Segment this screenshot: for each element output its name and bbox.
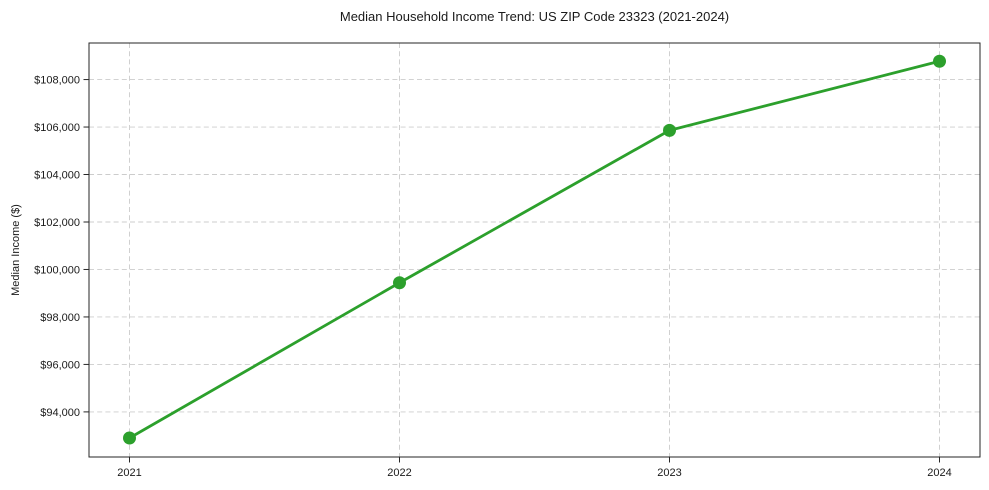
y-tick-label: $100,000 <box>34 264 80 276</box>
y-tick-label: $106,000 <box>34 122 80 134</box>
y-tick-label: $96,000 <box>40 359 80 371</box>
y-tick-label: $104,000 <box>34 170 80 182</box>
x-tick-label: 2021 <box>117 467 141 479</box>
trend-line <box>128 59 941 440</box>
data-point-marker <box>663 123 676 137</box>
y-tick-label: $98,000 <box>40 312 80 324</box>
y-tick-label: $108,000 <box>34 75 80 87</box>
y-tick-label: $102,000 <box>34 217 80 229</box>
x-tick-label: 2022 <box>387 467 411 479</box>
x-tick-label: 2024 <box>927 467 951 479</box>
data-point-marker <box>393 276 406 290</box>
x-tick-label: 2023 <box>657 467 681 479</box>
y-tick-label: $94,000 <box>40 407 80 419</box>
plot-border <box>88 42 981 458</box>
data-point-marker <box>123 431 136 445</box>
chart-title: Median Household Income Trend: US ZIP Co… <box>339 9 730 24</box>
data-point-marker <box>933 54 946 68</box>
